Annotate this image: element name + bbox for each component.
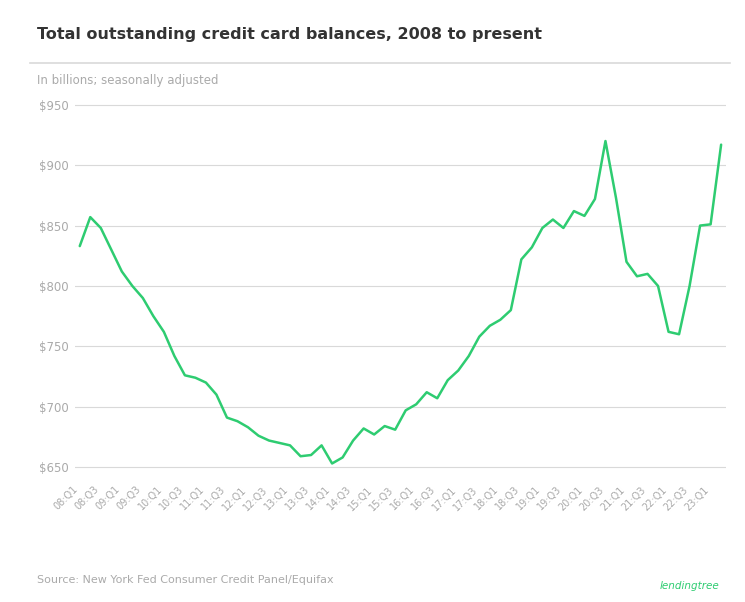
Text: In billions; seasonally adjusted: In billions; seasonally adjusted (37, 74, 219, 87)
Text: lendingtree: lendingtree (659, 581, 719, 591)
Text: Total outstanding credit card balances, 2008 to present: Total outstanding credit card balances, … (37, 27, 542, 42)
Text: Source: New York Fed Consumer Credit Panel/Equifax: Source: New York Fed Consumer Credit Pan… (37, 575, 334, 585)
